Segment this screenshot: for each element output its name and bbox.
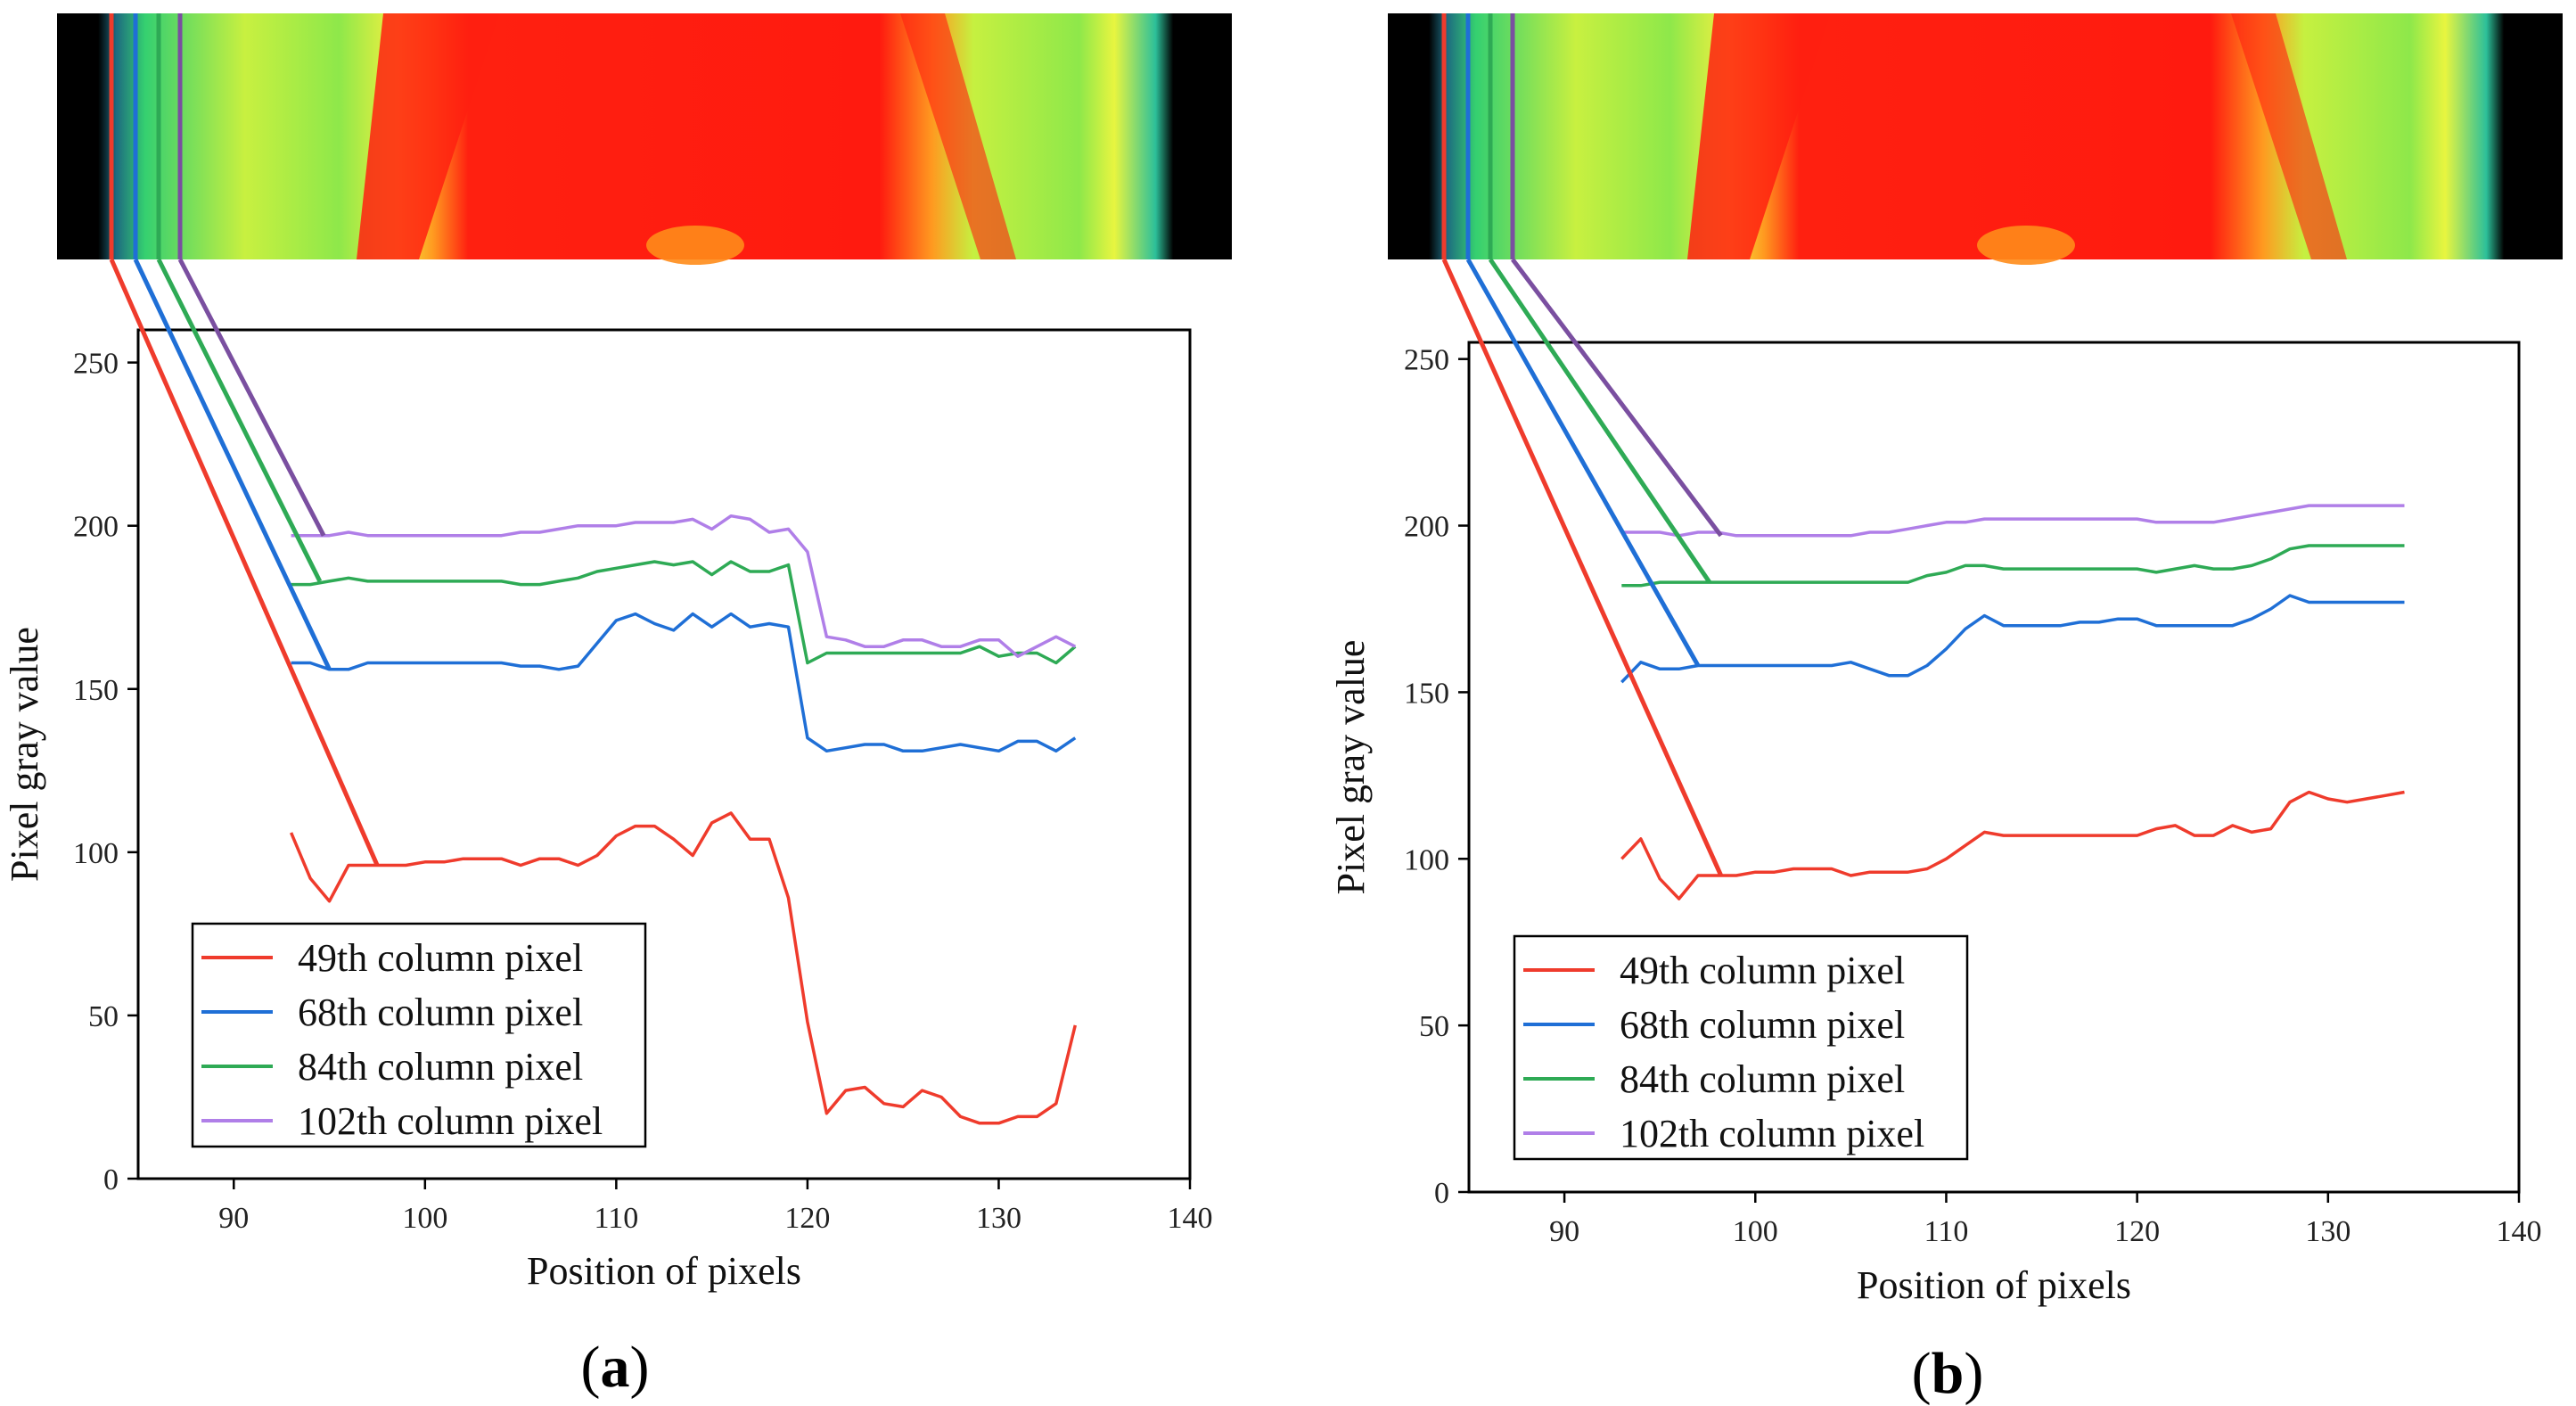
legend-box — [191, 922, 647, 1148]
x-tick-label: 110 — [1924, 1215, 1969, 1248]
series-line-1 — [1620, 594, 2405, 684]
legend-box — [1513, 934, 1969, 1161]
panel-label: (b) — [1912, 1341, 1984, 1406]
y-tick-label: 250 — [73, 348, 119, 381]
y-tick-label: 150 — [73, 674, 119, 707]
guide-line-0 — [109, 258, 380, 867]
series-line-3 — [291, 514, 1077, 658]
panel-label-close: ) — [630, 1335, 650, 1400]
x-tick-label: 130 — [2305, 1215, 2350, 1248]
y-tick-label: 0 — [103, 1163, 119, 1196]
plot-frame — [136, 328, 1192, 1180]
legend-label-0: 49th column pixel — [1620, 949, 1905, 992]
series-line-0 — [289, 811, 1077, 1125]
series-line-3 — [1621, 504, 2405, 538]
series-line-2 — [291, 560, 1077, 665]
guide-line-0 — [1441, 258, 1724, 876]
legend-label-2: 84th column pixel — [298, 1045, 583, 1089]
legend-label-3: 102th column pixel — [1620, 1112, 1924, 1155]
legend: 49th column pixel 68th column pixel 84th c… — [191, 922, 647, 1148]
x-tick-label: 100 — [402, 1202, 447, 1235]
x-tick-label: 110 — [594, 1202, 638, 1235]
series-line-2 — [1621, 544, 2405, 588]
heatmap-strip-a — [57, 13, 1232, 265]
panel-letter: b — [1932, 1341, 1965, 1406]
y-tick-label: 250 — [1404, 344, 1449, 377]
panel-label-open: ( — [581, 1335, 601, 1400]
x-tick-label: 90 — [1549, 1215, 1579, 1248]
series-line-0 — [1620, 790, 2405, 900]
y-axis-label: Pixel gray value — [1329, 640, 1373, 895]
legend-label-1: 68th column pixel — [298, 991, 583, 1034]
panel-label-close: ) — [1964, 1341, 1983, 1406]
x-tick-label: 140 — [1168, 1202, 1213, 1235]
chart-a: 90 100 110 120 130 140 0 50 100 150 200 250 Position… — [3, 13, 1213, 1400]
y-tick-label: 0 — [1434, 1177, 1449, 1210]
panel-label: (a) — [581, 1335, 650, 1400]
x-tick-label: 140 — [2497, 1215, 2542, 1248]
y-tick-label: 150 — [1404, 677, 1449, 710]
x-tick-label: 130 — [976, 1202, 1021, 1235]
y-axis-label: Pixel gray value — [3, 627, 46, 882]
x-tick-label: 120 — [784, 1202, 830, 1235]
panel-label-open: ( — [1912, 1341, 1932, 1406]
x-axis-label: Position of pixels — [1857, 1263, 2131, 1307]
chart-b: 90 100 110 120 130 140 0 50 100 150 200 250 Position… — [1329, 13, 2542, 1406]
guide-line-1 — [133, 258, 332, 670]
guide-line-2 — [1488, 258, 1711, 584]
guide-line-3 — [1511, 258, 1723, 538]
y-tick-label: 100 — [73, 837, 119, 870]
y-tick-label: 50 — [1419, 1010, 1449, 1043]
x-axis-label: Position of pixels — [527, 1249, 801, 1293]
panel-letter: a — [601, 1335, 630, 1400]
legend-label-0: 49th column pixel — [298, 936, 583, 980]
legend: 49th column pixel 68th column pixel 84th c… — [1513, 934, 1969, 1161]
y-tick-label: 200 — [1404, 511, 1449, 544]
guide-line-2 — [156, 258, 323, 583]
x-tick-label: 90 — [218, 1202, 249, 1235]
y-tick-label: 50 — [88, 1000, 119, 1033]
x-tick-label: 120 — [2114, 1215, 2160, 1248]
legend-label-2: 84th column pixel — [1620, 1057, 1905, 1101]
x-tick-label: 100 — [1733, 1215, 1778, 1248]
heatmap-strip-b — [1388, 13, 2563, 265]
y-tick-label: 200 — [73, 511, 119, 544]
plot-frame — [1467, 341, 2521, 1194]
guide-line-1 — [1465, 258, 1701, 667]
guide-line-3 — [177, 258, 326, 537]
series-line-1 — [291, 612, 1077, 753]
legend-label-1: 68th column pixel — [1620, 1003, 1905, 1047]
legend-label-3: 102th column pixel — [298, 1099, 603, 1143]
y-tick-label: 100 — [1404, 843, 1449, 876]
